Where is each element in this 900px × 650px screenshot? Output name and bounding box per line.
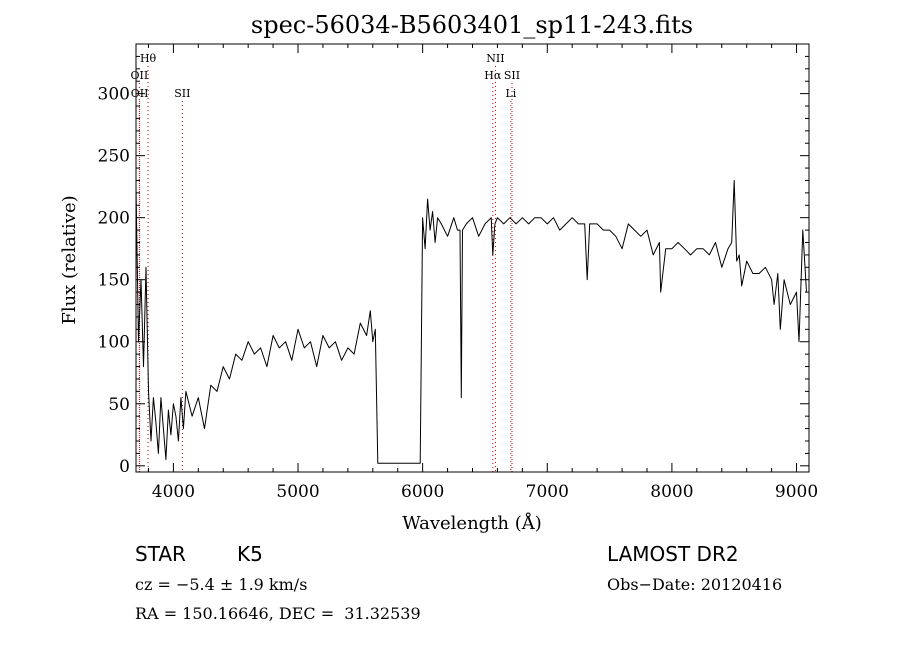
y-axis: 0 50 100 150 200 250 300 (98, 55, 809, 477)
x-tick-label: 8000 (650, 482, 693, 502)
redshift-value: cz = −5.4 ± 1.9 km/s (135, 575, 308, 594)
marker-label: NII (486, 52, 504, 65)
spectrum-series (135, 180, 807, 464)
y-tick-label: 200 (98, 209, 130, 229)
marker-label: Li (505, 87, 516, 100)
object-subclass: K5 (237, 542, 263, 566)
marker-label: OII (131, 69, 149, 82)
plot-frame (135, 43, 810, 473)
marker-label: Hα (484, 69, 502, 82)
x-tick-label: 7000 (526, 482, 569, 502)
y-tick-label: 50 (108, 395, 130, 415)
x-axis: 4000 5000 6000 7000 8000 9000 (147, 44, 818, 502)
marker-label: Hθ (140, 52, 157, 65)
x-tick-label: 6000 (401, 482, 444, 502)
marker-label: SII (174, 87, 190, 100)
chart-title: spec-56034-B5603401_sp11-243.fits (251, 11, 693, 39)
y-tick-label: 150 (98, 271, 130, 291)
y-tick-label: 100 (98, 333, 130, 353)
y-tick-label: 300 (98, 85, 130, 105)
marker-label: SII (504, 69, 520, 82)
x-tick-label: 9000 (775, 482, 818, 502)
survey-name: LAMOST DR2 (607, 542, 739, 566)
y-tick-label: 250 (98, 147, 130, 167)
observation-date: Obs−Date: 20120416 (607, 575, 783, 594)
spectrum-line-0 (135, 180, 807, 464)
x-tick-label: 5000 (276, 482, 319, 502)
coordinates: RA = 150.16646, DEC = 31.32539 (135, 604, 421, 623)
y-axis-label: Flux (relative) (59, 195, 80, 324)
y-tick-label: 0 (119, 457, 130, 477)
x-tick-label: 4000 (152, 482, 195, 502)
object-class: STAR (135, 542, 186, 566)
x-axis-label: Wavelength (Å) (402, 512, 542, 534)
